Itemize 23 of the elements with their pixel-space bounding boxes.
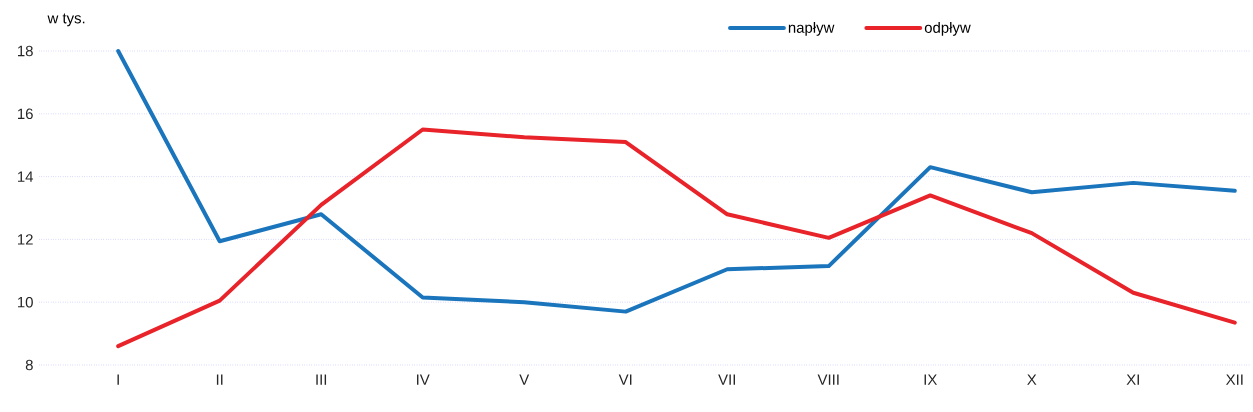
x-tick-label: VIII <box>817 374 839 385</box>
line-series <box>116 127 1237 349</box>
x-tick-label: II <box>216 374 223 385</box>
y-tick-label: 18 <box>18 45 33 57</box>
legend-label: odpływ <box>924 21 971 36</box>
x-tick-label: VII <box>718 374 735 385</box>
x-tick-label: III <box>316 374 327 385</box>
line-series <box>116 49 1237 314</box>
x-tick-label: IV <box>417 374 430 385</box>
x-tick-label: I <box>117 374 119 385</box>
x-tick-label: XI <box>1126 374 1139 385</box>
x-tick-label: VI <box>618 374 632 385</box>
x-tick-label: V <box>519 374 530 385</box>
x-tick-label: X <box>1027 374 1037 385</box>
y-tick-label: 16 <box>18 108 33 120</box>
y-axis-title: w tys. <box>47 13 85 27</box>
x-tick-label: IX <box>924 374 938 385</box>
legend-label: napływ <box>788 21 835 36</box>
y-tick-label: 10 <box>18 296 33 308</box>
x-tick-label: XII <box>1225 374 1243 385</box>
y-tick-label: 8 <box>25 359 33 371</box>
y-tick-label: 12 <box>18 234 33 245</box>
y-tick-label: 14 <box>18 171 34 182</box>
